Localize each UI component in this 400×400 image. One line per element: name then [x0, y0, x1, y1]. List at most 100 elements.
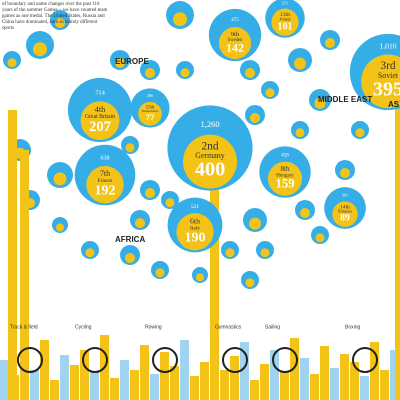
medal-bubble: [138, 101, 162, 126]
bubble-core: [196, 273, 204, 282]
rank: 8th: [280, 165, 290, 173]
sport-label: Gymnastics: [215, 324, 242, 330]
intro-text: of boundary and name changes over the pa…: [2, 2, 108, 31]
deco-bar: [380, 370, 389, 400]
medal-count: 77: [146, 112, 155, 122]
bubble-core: [125, 253, 135, 263]
rank: 13th: [280, 12, 290, 18]
deco-bar: [0, 360, 9, 400]
sport-label: Track & field: [10, 324, 38, 330]
medal-count: 192: [94, 183, 115, 198]
sport-icon: [222, 347, 248, 373]
rank: 2nd: [202, 140, 219, 152]
deco-bar: [20, 150, 29, 400]
deco-bar: [395, 100, 400, 400]
medal-count: 101: [277, 21, 292, 32]
deco-bar: [90, 372, 99, 400]
medal-bubble: [361, 54, 400, 109]
deco-bar: [250, 380, 259, 400]
bubble-core: [7, 58, 17, 68]
rank: 3rd: [381, 60, 396, 72]
medal-bubble: [271, 8, 299, 36]
bubble-core: [125, 143, 135, 153]
deco-bar: [350, 362, 359, 400]
region-label: AFRICA: [115, 235, 145, 244]
medal-count: 142: [226, 40, 244, 54]
deco-bar: [110, 378, 119, 400]
bubble-core: [225, 248, 235, 258]
bubble-core: [245, 278, 255, 288]
bubble-core: [145, 188, 155, 198]
deco-bar: [310, 374, 319, 400]
medal-bubble: [176, 213, 214, 251]
region-label: MIDDLE EAST: [318, 95, 372, 104]
region-label: AS: [388, 100, 400, 109]
rank: 6th: [190, 216, 200, 225]
deco-bar: [30, 370, 39, 400]
medal-bubble: [80, 101, 120, 141]
deco-bar: [360, 376, 369, 400]
total-label: 521: [191, 204, 199, 210]
deco-bar: [160, 352, 169, 400]
medal-count: 159: [275, 177, 294, 191]
sport-icon: [152, 347, 178, 373]
total-label: 301: [342, 192, 348, 197]
deco-bar: [40, 340, 49, 400]
bubble-core: [325, 38, 335, 48]
country-name: Romania: [338, 209, 352, 213]
sport-icon: [82, 347, 108, 373]
bubble-core: [135, 218, 145, 228]
country-name: Poland: [279, 16, 290, 21]
rank: 7th: [100, 169, 110, 178]
deco-bar: [210, 115, 219, 400]
bubble-core: [314, 97, 326, 109]
medal-count: 89: [340, 213, 350, 224]
bubble-core: [260, 248, 270, 258]
region-label: EUROPE: [115, 57, 149, 66]
sport-label: Boxing: [345, 324, 361, 330]
country-name: Hungary: [276, 173, 294, 178]
deco-bar: [190, 376, 199, 400]
bubble-core: [155, 268, 165, 278]
bubble-core: [265, 88, 275, 98]
sport-icon: [272, 347, 298, 373]
deco-bar: [170, 366, 179, 400]
deco-bar: [230, 356, 239, 400]
medal-bubble: [267, 161, 303, 196]
medal-count: 395: [373, 78, 400, 100]
deco-bar: [70, 365, 79, 400]
country-name: France: [98, 178, 113, 184]
deco-bar: [240, 342, 249, 400]
rank: 15th: [146, 105, 155, 110]
total-label: 1,260: [200, 119, 219, 129]
deco-bar: [80, 350, 89, 400]
country-name: Great Britain: [85, 114, 115, 120]
bubble-core: [300, 208, 310, 218]
bubble-core: [295, 128, 305, 138]
deco-bar: [300, 358, 309, 400]
deco-bar: [140, 345, 149, 400]
medal-bubble: [332, 201, 358, 227]
deco-bar: [390, 350, 399, 400]
deco-bar: [340, 354, 349, 400]
deco-bar: [50, 380, 59, 400]
country-name: Sweden: [228, 38, 244, 43]
total-label: 266: [147, 93, 153, 98]
deco-bar: [220, 370, 229, 400]
bubble-core: [249, 217, 261, 230]
sport-label: Rowing: [145, 324, 162, 330]
deco-bar: [370, 342, 379, 400]
total-label: 714: [95, 89, 105, 96]
sport-label: Sailing: [265, 324, 280, 330]
bubble-core: [173, 12, 187, 27]
bubble-core: [355, 128, 365, 138]
rank: 4th: [95, 105, 105, 114]
bubble-core: [85, 248, 95, 258]
rank: 14th: [340, 204, 350, 210]
country-name: Soviet: [378, 71, 399, 80]
deco-bar: [280, 372, 289, 400]
bubble-core: [315, 233, 325, 243]
deco-bar: [130, 370, 139, 400]
